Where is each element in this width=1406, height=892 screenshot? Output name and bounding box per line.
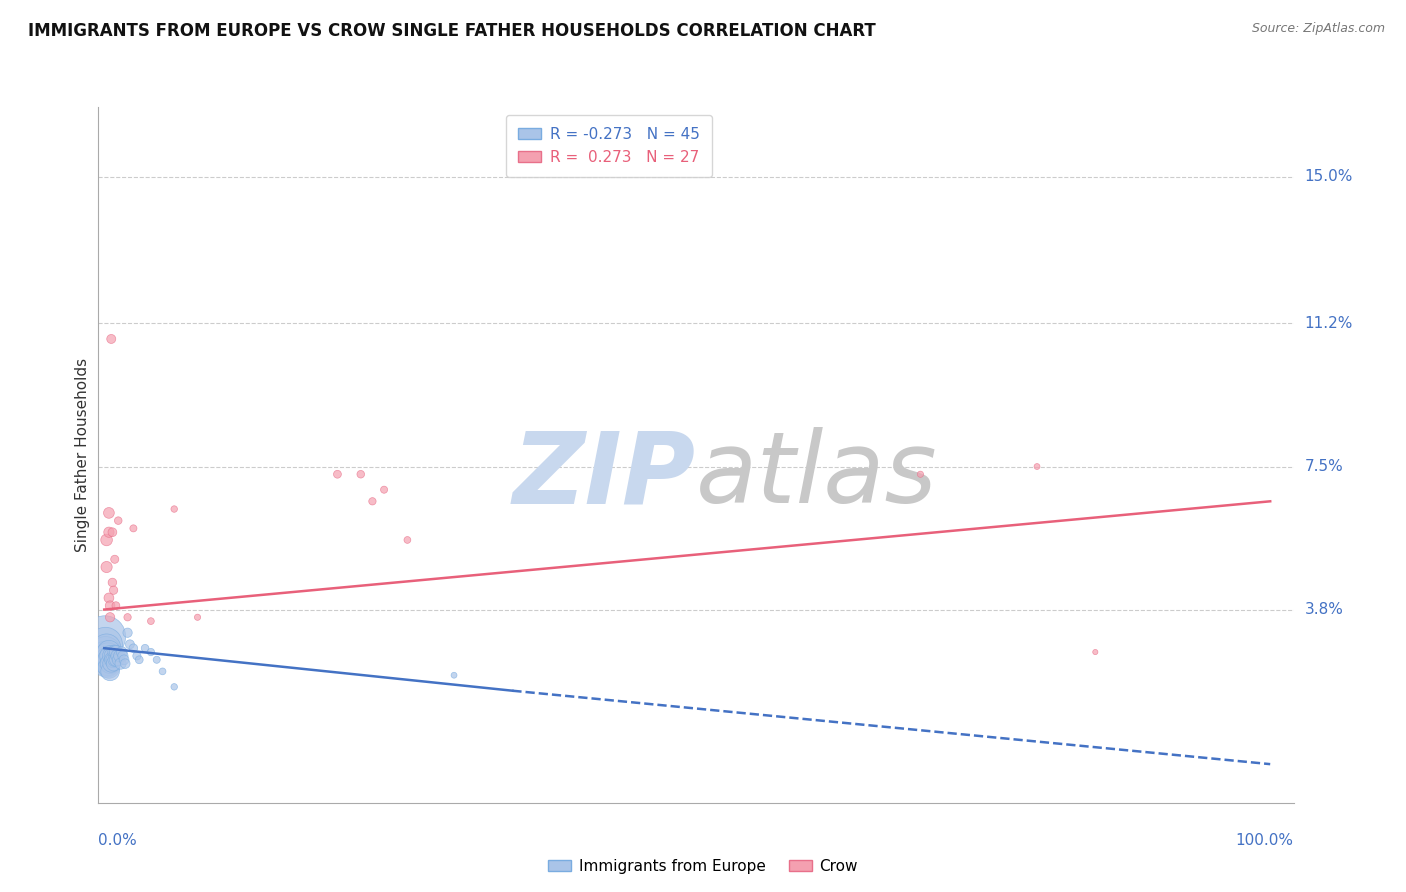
Text: 3.8%: 3.8%: [1305, 602, 1344, 617]
Text: 7.5%: 7.5%: [1305, 459, 1343, 474]
Text: atlas: atlas: [696, 427, 938, 524]
Point: [122, 521, 145, 535]
Point: [94, 645, 117, 659]
Point: [101, 653, 124, 667]
Point: [134, 641, 156, 656]
Text: 15.0%: 15.0%: [1305, 169, 1353, 184]
Point: [94, 648, 117, 663]
Point: [361, 494, 384, 508]
Point: [104, 552, 127, 566]
Point: [163, 680, 186, 694]
Point: [118, 637, 141, 651]
Point: [97, 648, 120, 663]
Point: [125, 648, 148, 663]
Point: [97, 591, 120, 605]
Text: 11.2%: 11.2%: [1305, 316, 1353, 331]
Text: 100.0%: 100.0%: [1236, 833, 1294, 848]
Point: [97, 657, 120, 671]
Text: 0.0%: 0.0%: [98, 833, 138, 848]
Point: [98, 665, 121, 679]
Point: [112, 653, 135, 667]
Point: [97, 645, 120, 659]
Point: [104, 653, 127, 667]
Point: [96, 641, 118, 656]
Point: [443, 668, 465, 682]
Point: [104, 645, 127, 659]
Point: [97, 653, 120, 667]
Point: [101, 648, 124, 663]
Point: [373, 483, 395, 497]
Point: [104, 653, 127, 667]
Point: [152, 665, 174, 679]
Point: [97, 506, 120, 520]
Point: [94, 630, 117, 644]
Point: [139, 645, 162, 659]
Point: [98, 657, 121, 671]
Point: [110, 657, 132, 671]
Point: [122, 641, 145, 656]
Point: [139, 614, 162, 628]
Point: [103, 653, 125, 667]
Point: [97, 525, 120, 540]
Point: [101, 575, 124, 590]
Point: [326, 467, 349, 482]
Legend: R = -0.273   N = 45, R =  0.273   N = 27: R = -0.273 N = 45, R = 0.273 N = 27: [506, 115, 713, 177]
Point: [396, 533, 419, 547]
Text: IMMIGRANTS FROM EUROPE VS CROW SINGLE FATHER HOUSEHOLDS CORRELATION CHART: IMMIGRANTS FROM EUROPE VS CROW SINGLE FA…: [28, 22, 876, 40]
Point: [128, 653, 150, 667]
Point: [117, 625, 139, 640]
Point: [101, 525, 124, 540]
Point: [104, 599, 127, 613]
Point: [186, 610, 208, 624]
Point: [1084, 645, 1107, 659]
Point: [98, 599, 121, 613]
Point: [98, 610, 121, 624]
Point: [103, 657, 125, 671]
Point: [98, 648, 121, 663]
Point: [117, 610, 139, 624]
Point: [163, 502, 186, 516]
Point: [104, 645, 127, 659]
Point: [97, 653, 120, 667]
Point: [108, 648, 131, 663]
Point: [114, 657, 136, 671]
Point: [103, 583, 125, 598]
Point: [910, 467, 932, 482]
Point: [96, 653, 118, 667]
Point: [96, 560, 118, 574]
Point: [107, 653, 129, 667]
Text: ZIP: ZIP: [513, 427, 696, 524]
Point: [100, 332, 122, 346]
Point: [105, 648, 128, 663]
Legend: Immigrants from Europe, Crow: Immigrants from Europe, Crow: [543, 853, 863, 880]
Point: [96, 657, 118, 671]
Point: [100, 648, 122, 663]
Y-axis label: Single Father Households: Single Father Households: [75, 358, 90, 552]
Point: [107, 514, 129, 528]
Point: [111, 645, 134, 659]
Text: Source: ZipAtlas.com: Source: ZipAtlas.com: [1251, 22, 1385, 36]
Point: [350, 467, 373, 482]
Point: [1026, 459, 1049, 474]
Point: [100, 657, 122, 671]
Point: [145, 653, 167, 667]
Point: [97, 660, 120, 674]
Point: [111, 648, 134, 663]
Point: [94, 637, 117, 651]
Point: [96, 533, 118, 547]
